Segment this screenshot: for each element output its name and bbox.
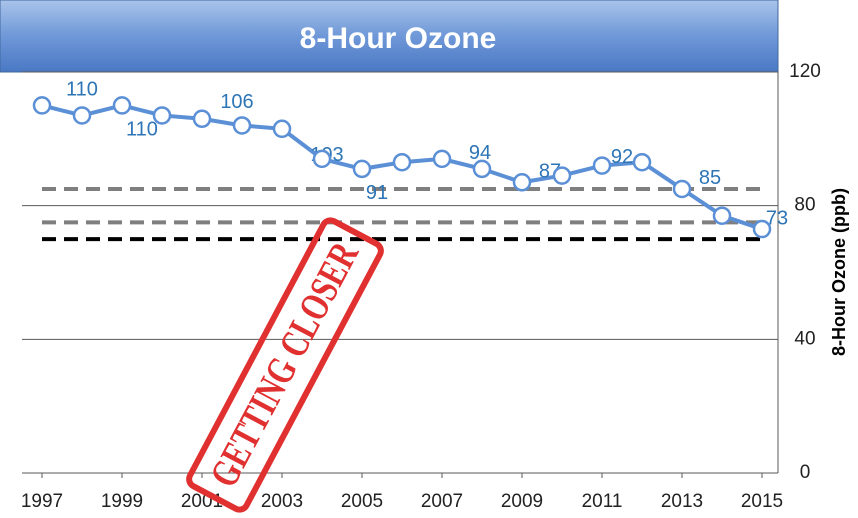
chart: 8-Hour Ozone 8-Hour Ozone (ppb) 0 40 80 120…	[0, 0, 858, 518]
data-point	[74, 107, 90, 123]
stamp-text: GETTING CLOSER	[201, 234, 368, 494]
x-tick-label: 1999	[101, 491, 143, 512]
data-point	[354, 161, 370, 177]
y-tick-label: 40	[794, 328, 815, 349]
data-point	[274, 121, 290, 137]
data-point	[154, 107, 170, 123]
data-point	[714, 208, 730, 224]
x-tick-label: 2011	[582, 491, 623, 512]
data-label: 92	[611, 146, 633, 168]
data-point	[634, 154, 650, 170]
stamp: GETTING CLOSER	[186, 218, 383, 513]
data-point	[434, 151, 450, 167]
x-tick-label: 2009	[501, 491, 543, 512]
data-point	[234, 117, 250, 133]
x-tick-label: 1997	[21, 491, 63, 512]
chart-title: 8-Hour Ozone	[300, 22, 497, 55]
data-point	[34, 97, 50, 113]
x-tick-label: 2003	[261, 491, 303, 512]
y-tick-label: 0	[800, 462, 811, 483]
data-label: 73	[766, 207, 788, 229]
data-point	[474, 161, 490, 177]
data-point	[314, 151, 330, 167]
x-tick-label: 2007	[421, 491, 463, 512]
data-label: 110	[66, 79, 98, 101]
x-tick-label: 2013	[661, 491, 703, 512]
data-label: 91	[366, 182, 388, 204]
data-label: 106	[220, 91, 253, 113]
x-tick-label: 2015	[741, 491, 783, 512]
data-point	[194, 111, 210, 127]
data-point	[554, 168, 570, 184]
y-tick-label: 80	[794, 195, 815, 216]
data-point	[394, 154, 410, 170]
data-point	[514, 174, 530, 190]
data-point	[594, 158, 610, 174]
y-tick-label: 120	[789, 61, 821, 82]
data-point	[114, 97, 130, 113]
x-tick-label: 2005	[341, 491, 383, 512]
y-axis-title: 8-Hour Ozone (ppb)	[829, 188, 849, 356]
data-point	[674, 181, 690, 197]
data-label: 85	[699, 167, 721, 189]
data-label: 110	[126, 119, 158, 141]
